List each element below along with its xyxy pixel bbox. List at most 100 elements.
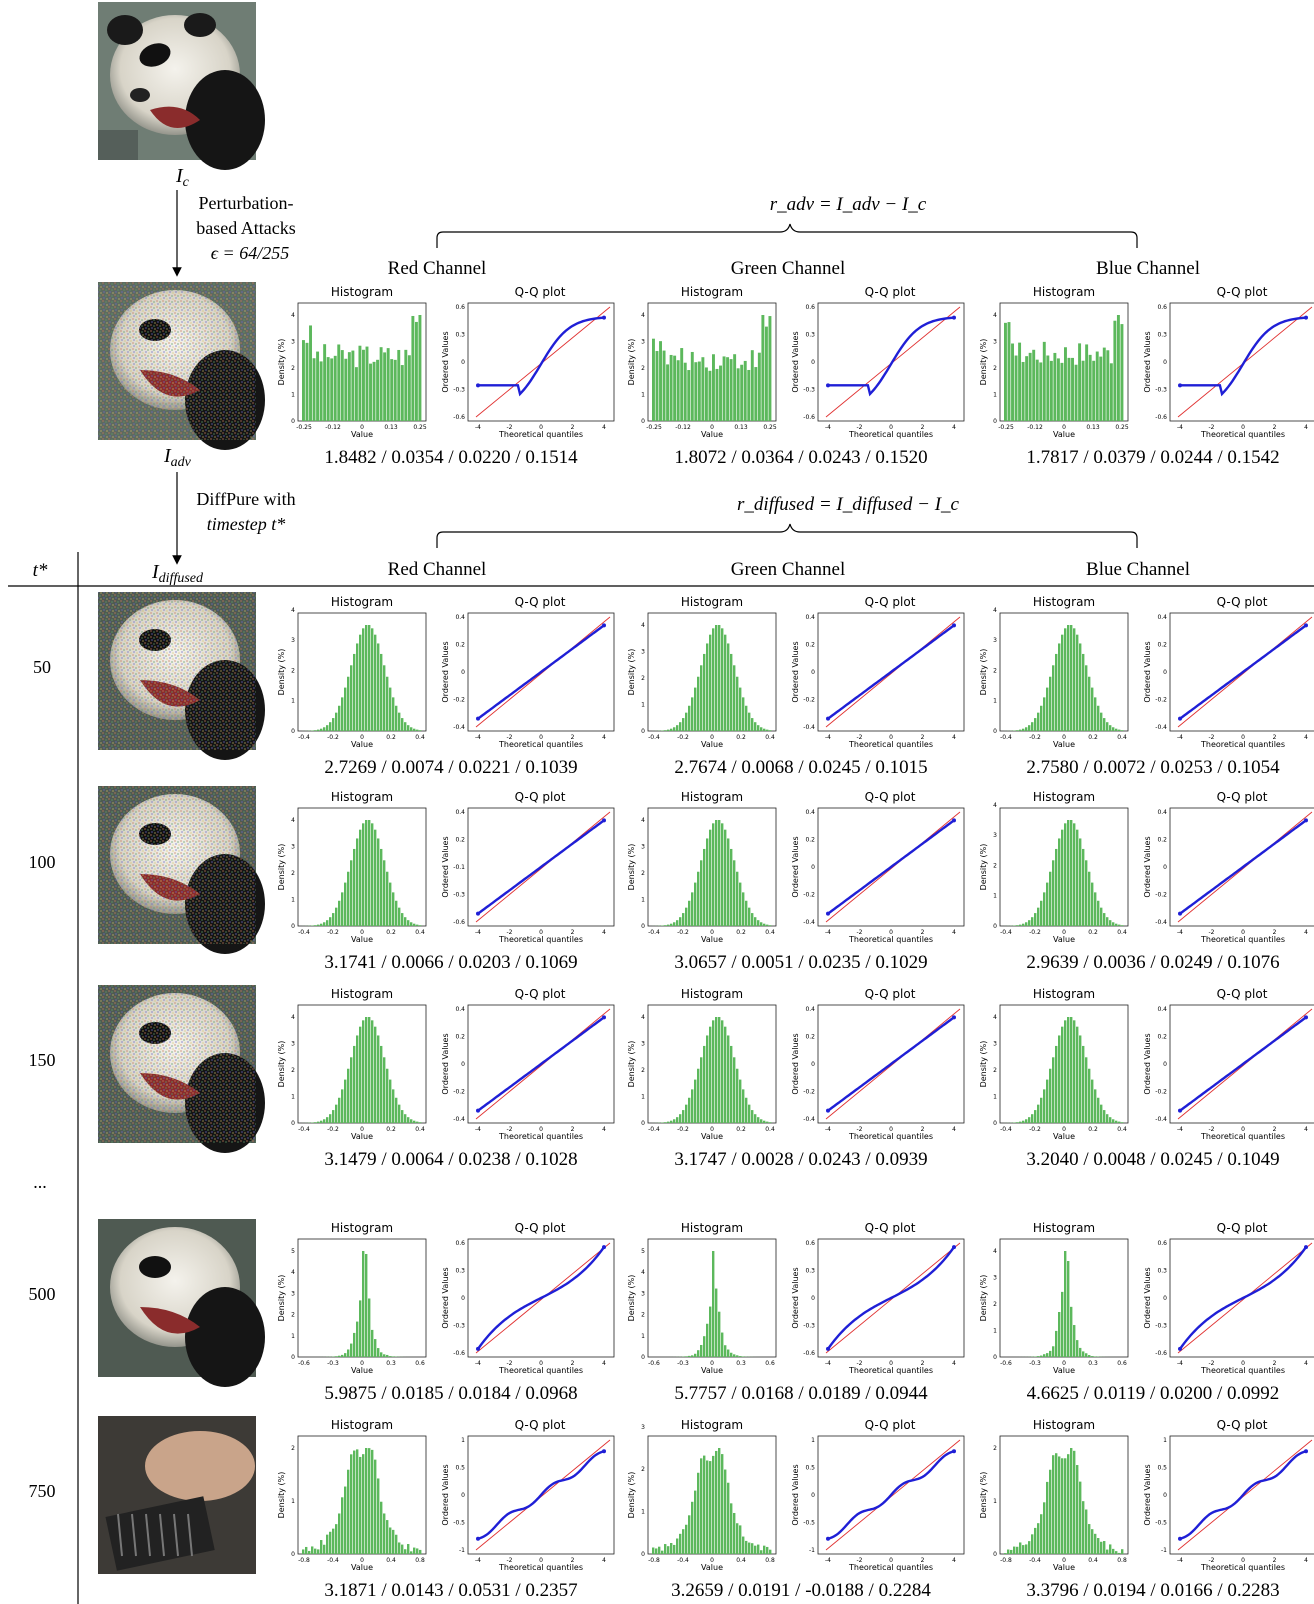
histogram-bar: [697, 361, 701, 421]
chart-row5-ch2: Histogram -0.8 -0.4 0 0.4 0.8 0 1 2 Value Density …: [979, 1418, 1314, 1601]
qq-y-tick: -0.2: [803, 892, 815, 899]
histogram-bar: [400, 365, 404, 421]
histogram-bar: [1028, 1117, 1031, 1123]
histogram-bar: [687, 370, 691, 421]
histogram-bar: [1115, 728, 1118, 731]
hist-x-tick: -0.4: [1000, 929, 1012, 936]
stats-text: 1.7817 / 0.0379 / 0.0244 / 0.1542: [1026, 447, 1279, 468]
qq-title: Q-Q plot: [515, 285, 566, 299]
qq-end-point: [952, 1449, 956, 1454]
histogram-bar: [1082, 1501, 1085, 1554]
histogram-bar: [697, 871, 700, 926]
histogram-bar: [1094, 1356, 1097, 1357]
histogram-bar: [393, 359, 397, 421]
clean-image-label: Ic: [175, 165, 190, 190]
histogram-bar: [1094, 892, 1097, 926]
histogram-bar: [1081, 360, 1085, 421]
histogram-bar: [416, 924, 419, 926]
hist-x-tick: 0.13: [734, 424, 748, 431]
histogram-bar: [389, 1527, 392, 1554]
histogram-bar: [679, 1533, 682, 1554]
hist-y-tick: 2: [291, 870, 295, 877]
histogram-bar: [1049, 871, 1052, 926]
qq-x-tick: 0: [539, 734, 543, 741]
histogram-bar: [747, 369, 751, 421]
histogram-bar: [362, 349, 365, 421]
histogram-bar: [673, 1544, 676, 1554]
histogram-bar: [659, 341, 662, 421]
qq-y-tick: 0.6: [805, 1240, 815, 1247]
qq-y-tick: 0.6: [1157, 1240, 1167, 1247]
hist-y-tick: 1: [291, 392, 295, 399]
histogram-bar: [1121, 925, 1124, 926]
histogram-bar: [743, 360, 747, 421]
histogram-bar: [733, 1512, 736, 1554]
histogram-bar: [719, 365, 722, 421]
adv-red-channel-header: Red Channel: [388, 258, 487, 279]
histogram-bar: [704, 367, 708, 421]
histogram-bar: [745, 900, 748, 926]
histogram-bar: [341, 1354, 344, 1357]
hist-x-tick: 0: [1062, 1360, 1066, 1367]
histogram-bar: [383, 1513, 386, 1554]
hist-x-tick: -0.8: [1000, 1557, 1012, 1564]
qq-y-tick: 0: [811, 669, 815, 676]
hist-x-tick: 0.2: [736, 734, 746, 741]
qq-points: [827, 624, 955, 720]
qq-reference-line: [1177, 616, 1313, 728]
qq-y-tick: -0.2: [453, 1089, 465, 1096]
qq-x-tick: 4: [602, 1360, 606, 1367]
qq-xlabel: Theoretical quantiles: [1200, 1132, 1285, 1141]
histogram-bar: [1031, 917, 1034, 926]
hist-y-tick: 0: [641, 1551, 645, 1558]
histogram-bar: [353, 1332, 356, 1357]
histogram-bar: [323, 727, 326, 731]
qq-y-tick: -0.6: [453, 414, 465, 421]
histogram-bar: [338, 1097, 341, 1123]
histogram-bar: [694, 687, 697, 731]
qq-end-point: [952, 1245, 956, 1250]
histogram-bar: [1061, 634, 1064, 731]
histogram-bar: [1058, 1035, 1061, 1123]
qq-end-point: [1304, 1245, 1308, 1250]
histogram-bar: [369, 363, 372, 421]
qq-y-tick: -0.5: [803, 1520, 815, 1527]
histogram-bar: [1025, 1544, 1028, 1554]
r-diffused-brace: [436, 523, 1138, 548]
histogram-bar: [667, 1546, 670, 1554]
qq-xlabel: Theoretical quantiles: [1200, 430, 1285, 439]
qq-y-tick: 0.4: [805, 809, 815, 816]
histogram-bar: [1019, 1542, 1022, 1554]
hist-x-tick: -0.2: [677, 1126, 689, 1133]
histogram-bar: [311, 1546, 314, 1554]
histogram-title: Histogram: [331, 1418, 393, 1432]
histogram-bar: [1061, 829, 1064, 926]
qq-title: Q-Q plot: [1217, 285, 1268, 299]
histogram-bar: [1040, 705, 1043, 731]
qq-x-tick: -4: [475, 1557, 481, 1564]
histogram-bar: [416, 729, 419, 731]
qq-x-tick: -2: [857, 1126, 863, 1133]
stats-text: 3.1871 / 0.0143 / 0.0531 / 0.2357: [324, 1580, 577, 1601]
qq-x-tick: 2: [921, 929, 925, 936]
histogram-bar: [763, 923, 766, 926]
histogram-bar: [1115, 1551, 1118, 1554]
histogram-bar: [742, 697, 745, 731]
hist-ylabel: Density (%): [277, 649, 286, 696]
histogram-bar: [729, 359, 733, 421]
qq-x-tick: 2: [921, 1360, 925, 1367]
histogram-bar: [712, 354, 715, 421]
qq-y-tick: 0: [1163, 1061, 1167, 1068]
histogram-bar: [377, 1478, 380, 1554]
histogram-bar: [691, 1501, 694, 1554]
histogram-bar: [670, 1543, 673, 1554]
qq-x-tick: 2: [1273, 1557, 1277, 1564]
hist-y-tick: 3: [641, 649, 645, 656]
histogram-bar: [404, 349, 408, 421]
histogram-bar: [1064, 1458, 1067, 1554]
histogram-bar: [1094, 1533, 1097, 1554]
histogram-bar: [1076, 829, 1079, 926]
histogram-bar: [326, 1534, 329, 1554]
histogram-bar: [691, 697, 694, 731]
histogram-bar: [709, 1026, 712, 1123]
